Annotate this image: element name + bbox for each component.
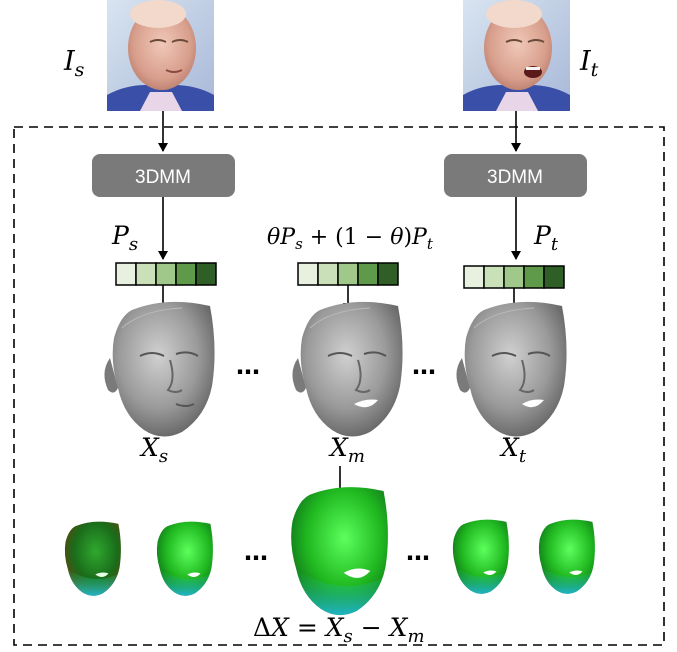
- param-target-label: Pt: [533, 221, 559, 255]
- param-vector-target: [463, 265, 565, 289]
- param-vector-mix: [297, 262, 399, 286]
- ellipsis-deform-right: …: [406, 538, 430, 566]
- gray-face-mesh-mix-icon: [291, 300, 404, 438]
- param-vector-source: [115, 262, 217, 286]
- green-deformation-face-2-icon: [156, 521, 213, 596]
- ellipsis-mesh-left: …: [236, 352, 260, 380]
- target-image-label: It: [579, 46, 599, 81]
- source-image-label: Is: [63, 46, 85, 81]
- ellipsis-deform-left: …: [244, 538, 268, 566]
- model-box-right-label: 3DMM: [487, 167, 543, 188]
- target-face-photo: [463, 0, 570, 111]
- gray-face-mesh-target-icon: [455, 300, 568, 438]
- green-deformation-face-4-icon: [538, 519, 595, 594]
- model-box-left-label: 3DMM: [135, 167, 191, 188]
- green-deformation-face-main-icon: [291, 487, 388, 616]
- mesh-target-label: Xt: [499, 433, 527, 467]
- ellipsis-mesh-right: …: [412, 352, 436, 380]
- mesh-source-label: Xs: [139, 433, 168, 467]
- green-deformation-face-3-icon: [452, 519, 509, 594]
- mesh-mix-label: Xm: [328, 433, 365, 467]
- param-source-label: Ps: [111, 221, 138, 255]
- source-face-photo: [107, 0, 214, 111]
- delta-equation: ΔX = Xs − Xm: [253, 613, 425, 647]
- model-box-right: 3DMM: [444, 154, 587, 197]
- green-deformation-face-1-icon: [64, 521, 121, 596]
- dashed-frame: [13, 126, 665, 646]
- gray-face-mesh-source-icon: [103, 300, 216, 438]
- param-mix-label: θPs + (1 − θ)Pt: [267, 225, 434, 253]
- model-box-left: 3DMM: [92, 154, 235, 197]
